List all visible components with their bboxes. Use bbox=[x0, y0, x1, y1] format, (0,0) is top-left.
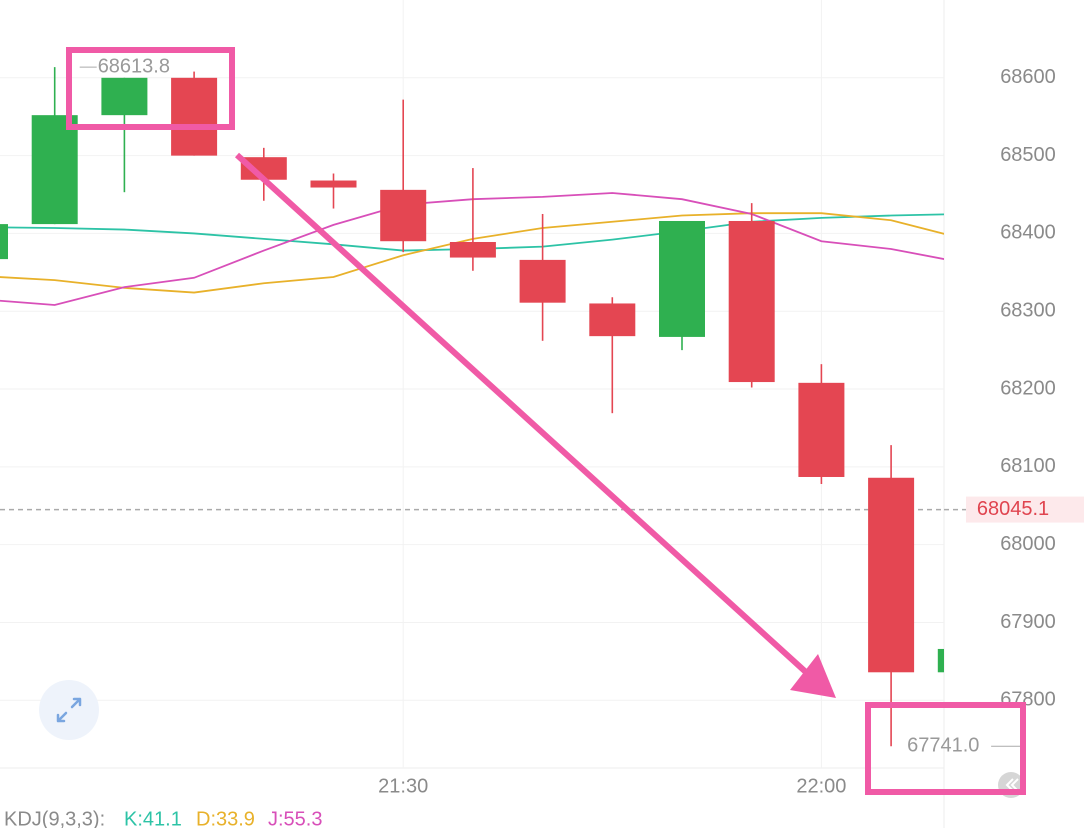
candle-body bbox=[31, 115, 78, 225]
x-tick-label: 22:00 bbox=[796, 775, 846, 797]
y-tick-label: 68400 bbox=[1000, 222, 1056, 244]
candle-body bbox=[101, 77, 148, 116]
candle-body bbox=[449, 241, 496, 258]
indicator-value: K:41.1 bbox=[124, 808, 182, 828]
candle-body bbox=[380, 189, 427, 242]
candle-body bbox=[519, 259, 566, 303]
candle-body bbox=[798, 382, 845, 477]
y-tick-label: 68100 bbox=[1000, 455, 1056, 477]
plot-area bbox=[0, 67, 944, 747]
indicator-value: D:33.9 bbox=[196, 808, 255, 828]
y-tick-label: 68000 bbox=[1000, 533, 1056, 555]
high-marker-label: 68613.8 bbox=[98, 55, 170, 77]
expand-button[interactable] bbox=[39, 680, 99, 740]
annotation bbox=[66, 47, 1026, 795]
candle-body bbox=[728, 220, 775, 383]
y-tick-label: 68500 bbox=[1000, 144, 1056, 166]
y-tick-label: 67900 bbox=[1000, 611, 1056, 633]
y-tick-label: 68200 bbox=[1000, 377, 1056, 399]
x-tick-label: 21:30 bbox=[378, 775, 428, 797]
last-price-label: 68045.1 bbox=[977, 498, 1049, 520]
indicator-title: KDJ(9,3,3): bbox=[4, 808, 105, 828]
candle-body bbox=[868, 477, 915, 673]
candle-body bbox=[310, 180, 357, 188]
arrow-head bbox=[790, 654, 836, 698]
last-price-box bbox=[966, 496, 1084, 523]
low-marker-label: 67741.0 bbox=[907, 734, 979, 756]
y-tick-label: 68600 bbox=[1000, 66, 1056, 88]
grid bbox=[0, 0, 944, 768]
candle-body bbox=[171, 77, 218, 156]
candle-body bbox=[659, 220, 705, 337]
candle-body bbox=[937, 648, 944, 673]
indicator-value: J:55.3 bbox=[268, 808, 322, 828]
candle-body bbox=[240, 157, 287, 180]
overlay: 6780067900680006810068200683006840068500… bbox=[79, 55, 1084, 797]
candle-body bbox=[0, 224, 8, 260]
y-tick-label: 68300 bbox=[1000, 300, 1056, 322]
candle-body bbox=[589, 303, 636, 337]
indicator-legend: KDJ(9,3,3): K:41.1 D:33.9 J:55.3 bbox=[4, 808, 322, 828]
